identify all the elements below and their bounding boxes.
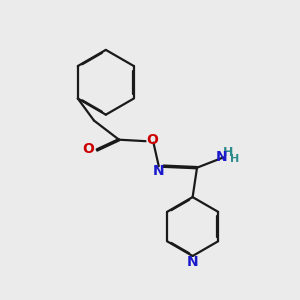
Text: N: N — [152, 164, 164, 178]
Text: N: N — [187, 256, 198, 269]
Text: N: N — [216, 150, 228, 164]
Text: O: O — [83, 142, 94, 156]
Text: H: H — [230, 154, 239, 164]
Text: O: O — [146, 133, 158, 147]
Text: H: H — [223, 146, 233, 159]
